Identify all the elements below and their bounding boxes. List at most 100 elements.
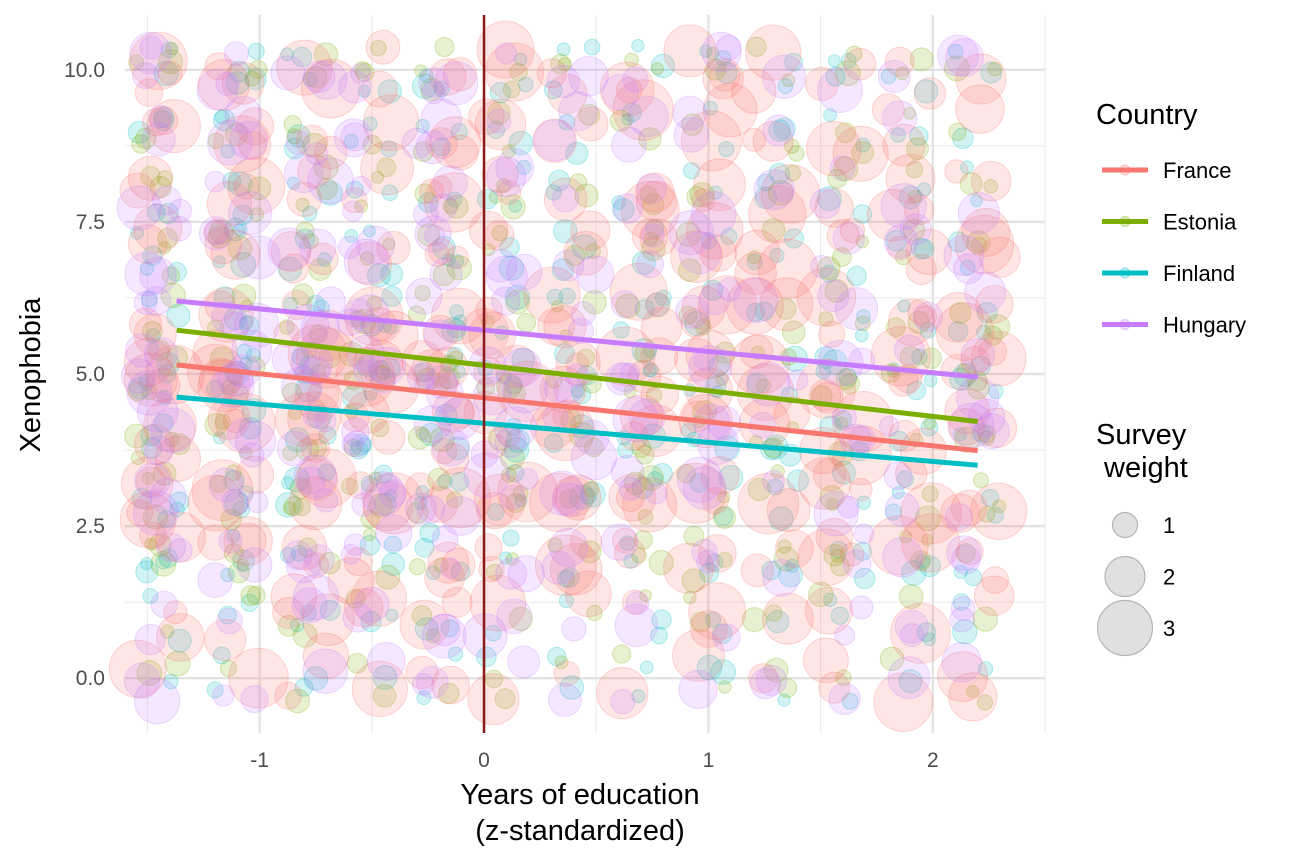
data-point-finland [846,265,867,287]
data-point-finland [885,229,907,252]
data-point-france [221,61,265,105]
data-point-estonia [505,552,520,566]
data-point-france [371,420,406,455]
data-point-estonia [236,558,249,572]
data-point-estonia [681,113,704,136]
data-point-france [702,82,758,138]
legend-item-estonia: Estonia [1102,210,1237,235]
data-point-estonia [586,604,603,622]
data-point-finland [884,503,903,521]
data-point-finland [504,376,523,395]
data-point-hungary [463,452,510,499]
data-point-estonia [486,563,503,581]
data-point-finland [766,610,790,634]
data-point-estonia [899,346,923,369]
data-point-estonia [487,101,511,125]
data-point-finland [128,376,152,400]
data-point-finland [970,355,992,377]
data-point-hungary [945,38,984,77]
data-point-hungary [834,624,856,646]
data-point-france [971,160,1012,202]
data-point-hungary [668,210,714,256]
data-point-france [701,487,729,515]
data-point-hungary [350,63,372,84]
data-point-finland [702,279,724,301]
data-point-finland [977,661,994,677]
data-point-finland [551,258,575,281]
data-point-france [119,491,177,549]
data-point-estonia [370,418,390,438]
data-point-estonia [547,537,563,553]
data-point-finland [350,433,372,456]
data-point-france [327,557,375,605]
data-point-estonia [615,293,641,319]
data-point-finland [820,264,839,283]
data-point-finland [360,475,378,493]
data-point-estonia [354,199,369,214]
data-point-finland [153,106,175,128]
data-point-estonia [340,477,359,495]
data-point-estonia [220,379,236,396]
data-point-estonia [638,127,662,151]
data-point-france [955,84,1005,134]
data-point-france [427,541,470,584]
data-point-hungary [546,64,581,99]
data-point-finland [277,256,303,282]
data-point-france [901,513,961,573]
data-point-hungary [290,342,333,385]
data-point-finland [432,235,456,260]
data-point-finland [226,529,241,543]
data-point-hungary [600,523,639,561]
data-point-hungary [141,286,172,317]
data-point-france [163,600,188,625]
data-point-finland [712,623,733,645]
data-point-estonia [244,70,261,87]
data-point-estonia [979,430,995,447]
legend-item-hungary: Hungary [1102,313,1246,338]
data-point-finland [612,198,635,221]
data-point-estonia [500,445,525,471]
data-point-france [868,515,929,576]
data-point-estonia [557,57,572,72]
data-point-estonia [781,320,806,345]
data-point-france [726,277,784,335]
data-point-finland [413,361,435,382]
data-point-finland [718,465,744,491]
data-point-finland [153,110,175,132]
data-point-estonia [277,614,300,637]
data-point-estonia [741,607,767,633]
data-point-estonia [775,298,797,320]
data-point-france [614,537,646,569]
data-point-estonia [984,314,1011,340]
data-point-finland [917,182,932,197]
data-point-hungary [894,609,929,644]
data-point-finland [244,68,267,90]
data-point-estonia [855,234,869,249]
data-point-finland [280,547,297,564]
data-point-hungary [350,175,372,197]
data-point-france [235,107,275,146]
data-point-finland [897,299,911,313]
data-point-finland [713,506,734,526]
data-point-estonia [678,258,702,282]
data-point-finland [222,171,242,191]
data-point-france [204,226,242,265]
data-point-estonia [249,207,265,223]
data-point-finland [910,237,932,260]
data-point-hungary [204,170,227,193]
y-tick-label: 10.0 [64,59,105,82]
data-point-estonia [966,685,980,698]
data-point-hungary [973,413,1010,450]
data-point-estonia [345,588,366,609]
data-point-france [288,476,343,531]
data-point-france [905,254,937,286]
data-point-finland [558,287,576,305]
y-tick-label: 7.5 [76,211,105,234]
data-point-france [970,331,1027,387]
data-point-estonia [634,445,655,465]
data-point-hungary [236,235,281,280]
data-point-hungary [129,31,172,75]
data-point-france [681,285,726,330]
data-point-finland [286,176,301,190]
data-point-estonia [612,644,632,664]
